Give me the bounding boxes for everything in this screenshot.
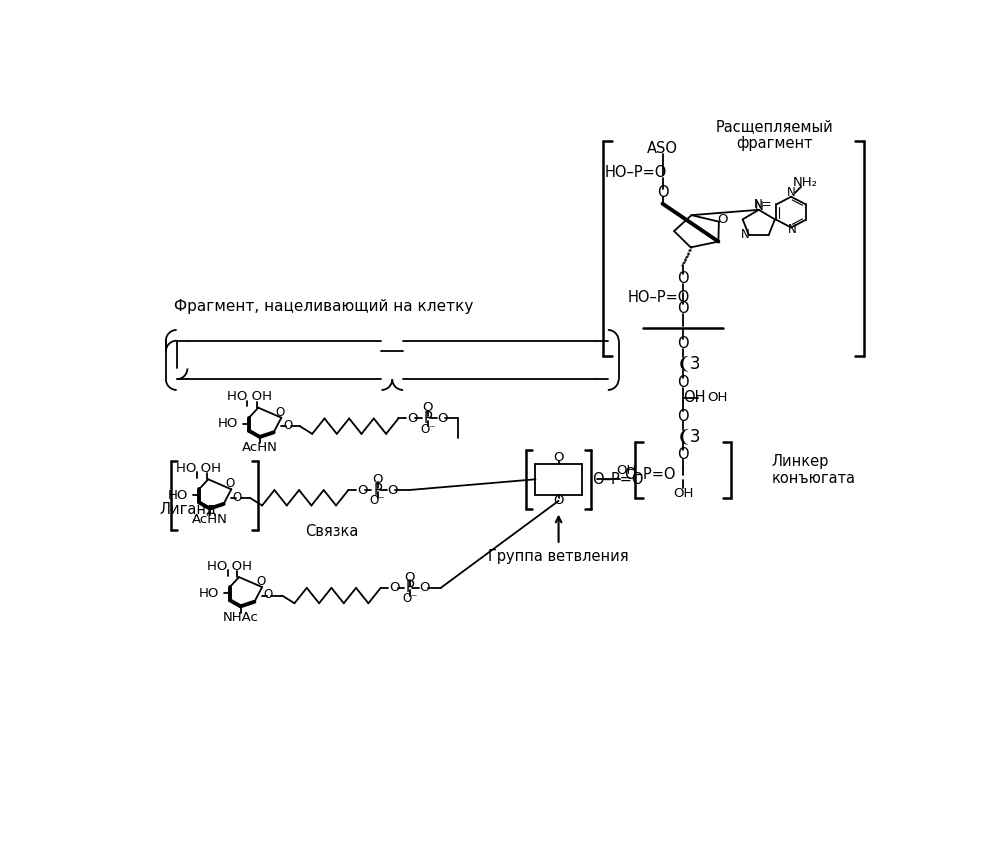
Text: ASO: ASO bbox=[647, 141, 678, 156]
Text: O: O bbox=[264, 588, 273, 601]
Text: Фрагмент, нацеливающий на клетку: Фрагмент, нацеливающий на клетку bbox=[174, 298, 474, 314]
Text: P: P bbox=[374, 483, 382, 497]
Text: O: O bbox=[407, 412, 418, 425]
Text: HO OH: HO OH bbox=[227, 390, 272, 404]
Text: O: O bbox=[275, 405, 285, 419]
Text: AcHN: AcHN bbox=[242, 441, 278, 454]
Text: HO OH: HO OH bbox=[177, 462, 222, 475]
Text: O: O bbox=[437, 412, 448, 425]
Text: O–P=O: O–P=O bbox=[592, 472, 644, 487]
Text: ❨3: ❨3 bbox=[677, 354, 701, 372]
Text: O: O bbox=[677, 447, 688, 462]
Text: O⁻: O⁻ bbox=[403, 592, 418, 605]
Text: P: P bbox=[424, 411, 432, 426]
Text: O: O bbox=[553, 451, 563, 464]
Text: O: O bbox=[423, 401, 433, 414]
Text: OH: OH bbox=[683, 390, 705, 405]
Text: Линкер
конъюгата: Линкер конъюгата bbox=[771, 454, 855, 486]
Text: OH: OH bbox=[672, 486, 693, 500]
Text: HO OH: HO OH bbox=[207, 560, 253, 573]
Text: O⁻: O⁻ bbox=[370, 495, 386, 507]
Text: Связка: Связка bbox=[305, 524, 358, 539]
Text: O⁻: O⁻ bbox=[420, 422, 436, 436]
Text: Расщепляемый
фрагмент: Расщепляемый фрагмент bbox=[715, 119, 833, 151]
Text: N: N bbox=[787, 186, 795, 200]
Text: N: N bbox=[740, 229, 749, 241]
Text: O: O bbox=[677, 376, 688, 390]
Text: N: N bbox=[754, 201, 763, 213]
Text: O: O bbox=[677, 270, 688, 286]
Text: O: O bbox=[677, 336, 688, 351]
Text: O: O bbox=[390, 581, 400, 594]
Text: NH₂: NH₂ bbox=[792, 176, 817, 190]
Text: O: O bbox=[677, 409, 688, 423]
Text: N=: N= bbox=[754, 198, 772, 211]
Text: Лиганд: Лиганд bbox=[160, 501, 217, 516]
Text: O: O bbox=[283, 419, 292, 432]
Text: Группа ветвления: Группа ветвления bbox=[489, 549, 629, 564]
Text: O: O bbox=[373, 473, 383, 486]
Text: P: P bbox=[406, 581, 415, 595]
Text: O: O bbox=[225, 478, 235, 490]
Text: HO: HO bbox=[168, 489, 188, 502]
Text: NHAc: NHAc bbox=[223, 610, 259, 624]
Text: N: N bbox=[788, 224, 797, 236]
Text: O: O bbox=[717, 212, 728, 226]
Text: HO–P=O: HO–P=O bbox=[627, 290, 689, 305]
Text: O: O bbox=[256, 575, 265, 588]
Text: OH: OH bbox=[616, 463, 636, 477]
Text: O: O bbox=[420, 581, 430, 594]
Text: O: O bbox=[656, 185, 668, 201]
Text: O–P=O: O–P=O bbox=[623, 467, 675, 482]
Text: O: O bbox=[677, 302, 688, 316]
Text: AcHN: AcHN bbox=[192, 513, 228, 526]
Text: O: O bbox=[405, 570, 416, 584]
Text: HO: HO bbox=[218, 417, 238, 430]
Text: O: O bbox=[357, 484, 368, 496]
Text: ❨3: ❨3 bbox=[677, 427, 701, 445]
Text: HO–P=O: HO–P=O bbox=[604, 166, 666, 180]
Text: HO: HO bbox=[199, 586, 219, 600]
Text: O: O bbox=[387, 484, 398, 496]
Text: O: O bbox=[233, 490, 242, 503]
Text: OH: OH bbox=[707, 391, 728, 404]
Text: O: O bbox=[553, 495, 563, 507]
